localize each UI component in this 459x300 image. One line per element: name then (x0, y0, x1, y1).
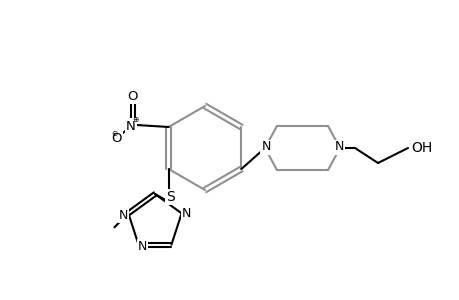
Text: N: N (125, 119, 135, 133)
Text: OH: OH (410, 141, 431, 155)
Text: ⊕: ⊕ (132, 116, 139, 124)
Text: ⊖: ⊖ (111, 130, 118, 139)
Text: S: S (166, 190, 174, 204)
Text: O: O (111, 133, 122, 146)
Text: N: N (182, 207, 191, 220)
Text: N: N (261, 140, 270, 154)
Text: O: O (127, 89, 138, 103)
Text: N: N (118, 209, 128, 222)
Text: N: N (138, 240, 147, 253)
Text: N: N (334, 140, 343, 154)
